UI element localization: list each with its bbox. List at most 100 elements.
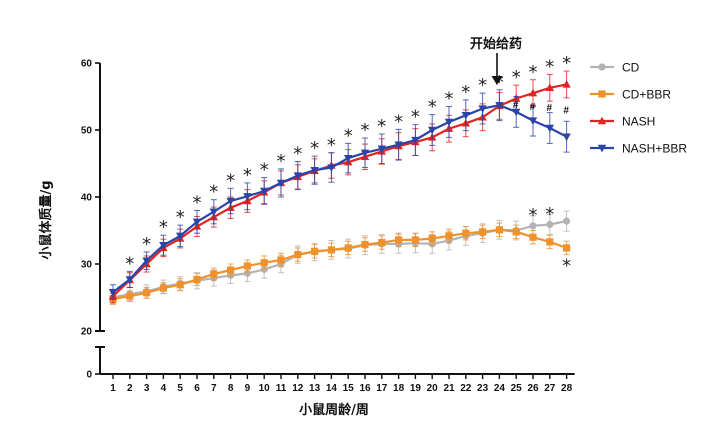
data-point xyxy=(478,105,487,113)
legend-label: NASH+BBR xyxy=(622,142,687,156)
series-nash-bbr xyxy=(108,89,571,301)
significance-star: * xyxy=(125,253,134,274)
data-point xyxy=(260,187,269,196)
data-point xyxy=(479,228,487,236)
data-point xyxy=(562,133,571,142)
significance-star: * xyxy=(411,107,420,128)
data-point xyxy=(562,80,571,88)
data-point xyxy=(495,226,503,234)
data-point xyxy=(176,232,185,241)
y-tick-label: 40 xyxy=(81,193,93,204)
x-tick-label: 24 xyxy=(494,383,506,394)
significance-hash: # xyxy=(530,102,536,113)
x-tick-label: 27 xyxy=(544,383,556,394)
data-point xyxy=(159,242,168,250)
series-line xyxy=(112,228,567,300)
significance-hash: # xyxy=(547,103,553,114)
significance-star: * xyxy=(461,82,470,103)
data-point xyxy=(529,233,537,241)
data-point xyxy=(344,154,353,163)
series-layer xyxy=(108,70,571,305)
significance-star: * xyxy=(243,165,252,186)
y-tick-label: 60 xyxy=(81,59,93,70)
x-tick-label: 7 xyxy=(211,383,217,394)
data-point xyxy=(546,220,554,229)
data-point xyxy=(125,276,134,284)
x-tick-label: 21 xyxy=(443,383,455,394)
data-point xyxy=(444,118,454,127)
series-line xyxy=(112,83,567,297)
data-point xyxy=(243,193,252,201)
y-tick-label: 20 xyxy=(81,327,93,338)
x-tick-label: 19 xyxy=(410,383,422,394)
data-point xyxy=(344,244,352,252)
data-point xyxy=(512,108,521,117)
data-point xyxy=(277,256,285,264)
dosing-start-arrow-head xyxy=(491,76,503,85)
data-point xyxy=(327,246,335,254)
x-tick-label: 5 xyxy=(177,383,183,394)
data-point xyxy=(210,270,218,278)
data-point xyxy=(294,251,302,259)
data-point xyxy=(276,179,286,188)
y-tick-label: 0 xyxy=(86,370,92,381)
x-tick-label: 26 xyxy=(527,383,539,394)
x-tick-label: 20 xyxy=(427,383,439,394)
x-tick-label: 22 xyxy=(460,383,472,394)
significance-hash: # xyxy=(563,106,569,117)
data-point xyxy=(546,238,554,246)
significance-star: * xyxy=(209,182,218,203)
x-tick-label: 15 xyxy=(343,383,355,394)
series-line xyxy=(112,104,568,293)
x-tick-label: 6 xyxy=(194,383,200,394)
x-tick-label: 18 xyxy=(393,383,405,394)
series-cd-bbr xyxy=(109,222,571,305)
data-point xyxy=(563,244,571,252)
significance-star: * xyxy=(226,170,235,191)
y-tick-label: 50 xyxy=(81,126,93,137)
x-tick-label: 23 xyxy=(477,383,489,394)
data-point xyxy=(378,238,386,247)
data-point xyxy=(545,83,554,91)
significance-star: * xyxy=(277,151,286,172)
significance-star: * xyxy=(310,138,319,159)
x-tick-label: 14 xyxy=(326,383,338,394)
data-point xyxy=(395,236,403,244)
data-point xyxy=(377,145,386,154)
legend-label: CD xyxy=(622,61,640,75)
data-point xyxy=(445,232,453,240)
data-point xyxy=(311,247,319,255)
significance-star: * xyxy=(512,67,521,88)
x-tick-label: 28 xyxy=(561,383,573,394)
data-point xyxy=(529,222,537,230)
significance-star: * xyxy=(327,135,336,156)
legend-marker xyxy=(598,63,606,71)
significance-layer: * * * * * * * * * * * * * * * * * * * * * * * * * * * # # # # * * * xyxy=(125,53,571,277)
significance-star: * xyxy=(159,217,168,238)
significance-star: * xyxy=(394,111,403,132)
data-point xyxy=(226,197,235,206)
x-tick-label: 10 xyxy=(259,383,271,394)
data-point xyxy=(310,167,319,175)
legend-marker xyxy=(597,144,607,153)
x-tick-label: 13 xyxy=(309,383,321,394)
x-tick-label: 16 xyxy=(359,383,371,394)
significance-star-cd: * xyxy=(545,204,554,225)
data-point xyxy=(512,228,520,236)
x-tick-label: 12 xyxy=(292,383,304,394)
data-point xyxy=(142,257,151,266)
data-point xyxy=(394,141,403,150)
x-tick-label: 2 xyxy=(127,383,133,394)
x-tick-label: 8 xyxy=(228,383,234,394)
significance-star-cd: * xyxy=(562,256,571,277)
data-point xyxy=(176,281,184,289)
significance-star: * xyxy=(545,56,554,77)
dosing-start-label: 开始给药 xyxy=(470,36,522,52)
data-point xyxy=(563,217,571,225)
data-point xyxy=(143,289,151,297)
data-point xyxy=(428,126,437,135)
data-point xyxy=(159,284,167,292)
significance-star: * xyxy=(361,120,370,141)
